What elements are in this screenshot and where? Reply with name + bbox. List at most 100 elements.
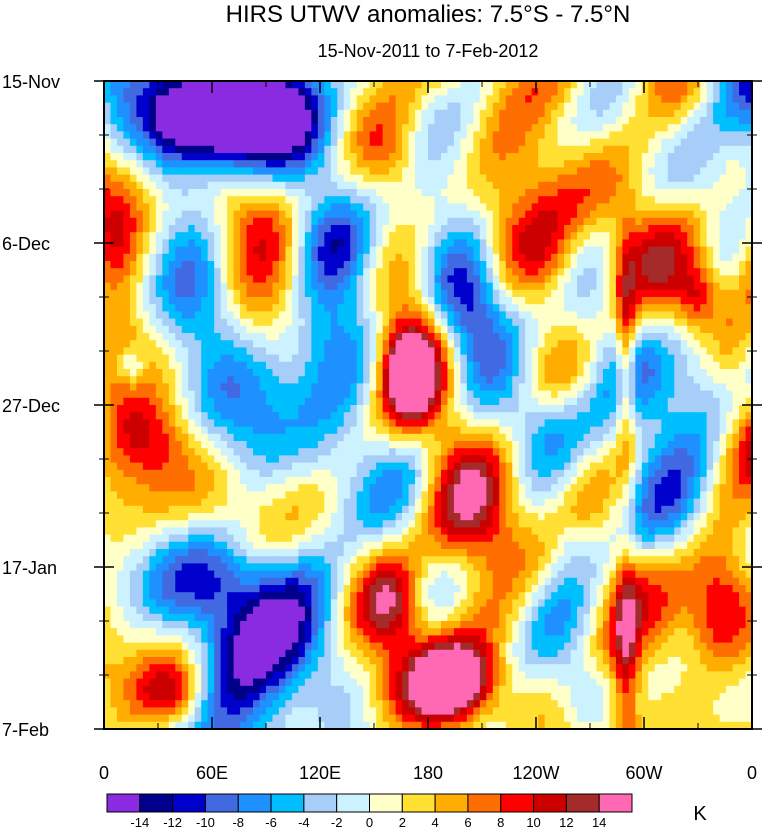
heat-cell <box>272 390 280 399</box>
heat-cell <box>551 311 559 320</box>
heat-cell <box>577 225 585 233</box>
heat-cell <box>531 361 539 370</box>
heat-cell <box>551 145 559 154</box>
heat-cell <box>544 167 552 176</box>
heat-cell <box>278 347 287 356</box>
heat-cell <box>317 109 325 118</box>
heat-cell <box>525 261 533 269</box>
heat-cell <box>628 333 636 341</box>
heat-cell <box>615 289 623 298</box>
heat-cell <box>648 376 656 384</box>
heat-cell <box>233 124 241 132</box>
heat-cell <box>590 181 598 190</box>
heat-cell <box>596 340 604 348</box>
heat-cell <box>486 102 494 111</box>
heat-cell <box>369 253 377 262</box>
heat-cell <box>220 102 228 111</box>
heat-cell <box>609 361 617 370</box>
heat-cell <box>486 81 494 89</box>
heat-cell <box>246 217 254 226</box>
heat-cell <box>376 426 384 435</box>
heat-cell <box>162 124 170 132</box>
heat-cell <box>253 289 261 298</box>
heat-cell <box>376 196 384 204</box>
heat-cell <box>116 124 125 132</box>
heat-cell <box>116 275 125 284</box>
heat-cell <box>499 203 507 212</box>
heat-cell <box>363 117 371 125</box>
heat-cell <box>596 124 604 132</box>
heat-cell <box>596 225 604 233</box>
heat-cell <box>155 81 163 89</box>
heat-cell <box>324 376 332 384</box>
heat-cell <box>389 390 397 399</box>
heat-cell <box>460 282 468 291</box>
heat-cell <box>479 181 487 190</box>
heat-cell <box>570 369 578 377</box>
heat-cell <box>622 333 630 341</box>
heat-cell <box>667 289 675 298</box>
heat-cell <box>207 153 215 161</box>
heat-cell <box>402 297 410 305</box>
heat-cell <box>641 232 649 240</box>
heat-cell <box>116 347 125 356</box>
heat-cell <box>324 390 332 399</box>
heat-cell <box>104 117 112 125</box>
heat-cell <box>311 232 319 240</box>
heat-cell <box>440 361 449 370</box>
heat-cell <box>220 225 228 233</box>
heat-cell <box>440 433 449 442</box>
heat-cell <box>395 361 403 370</box>
heat-cell <box>654 181 662 190</box>
heat-cell <box>622 167 630 176</box>
heat-cell <box>330 412 338 420</box>
heat-cell <box>201 81 209 89</box>
heat-cell <box>544 232 552 240</box>
heat-cell <box>492 232 500 240</box>
heat-cell <box>473 117 481 125</box>
heat-cell <box>291 419 299 428</box>
heat-cell <box>622 376 630 384</box>
heat-cell <box>298 210 306 219</box>
heat-cell <box>330 181 338 190</box>
heat-cell <box>337 311 345 320</box>
heat-cell <box>713 232 721 240</box>
heat-cell <box>628 167 636 176</box>
heat-cell <box>713 354 721 363</box>
heat-cell <box>343 311 351 320</box>
heat-cell <box>667 376 675 384</box>
heat-cell <box>538 253 546 262</box>
heat-cell <box>473 412 481 420</box>
heat-cell <box>551 109 559 118</box>
heat-cell <box>434 131 442 140</box>
heat-cell <box>214 390 222 399</box>
heat-cell <box>525 419 533 428</box>
heat-cell <box>104 225 112 233</box>
heat-cell <box>285 181 293 190</box>
heat-cell <box>415 210 423 219</box>
heat-cell <box>415 289 423 298</box>
heat-cell <box>713 95 721 104</box>
heat-cell <box>110 347 118 356</box>
heat-cell <box>447 433 455 442</box>
heat-cell <box>181 203 189 212</box>
heat-cell <box>538 225 546 233</box>
heat-cell <box>622 383 630 392</box>
heat-cell <box>622 88 630 96</box>
heat-cell <box>596 405 604 413</box>
heat-cell <box>389 102 397 111</box>
heat-cell <box>693 81 701 89</box>
heat-cell <box>227 347 235 356</box>
heat-cell <box>564 117 572 125</box>
heat-cell <box>602 124 611 132</box>
heat-cell <box>674 124 682 132</box>
heat-cell <box>207 253 215 262</box>
heat-cell <box>654 304 662 312</box>
heat-cell <box>732 189 740 197</box>
heat-cell <box>123 196 131 204</box>
heat-cell <box>719 246 727 255</box>
heat-cell <box>311 261 319 269</box>
heat-cell <box>551 297 559 305</box>
heat-cell <box>706 217 714 226</box>
heat-cell <box>194 181 202 190</box>
